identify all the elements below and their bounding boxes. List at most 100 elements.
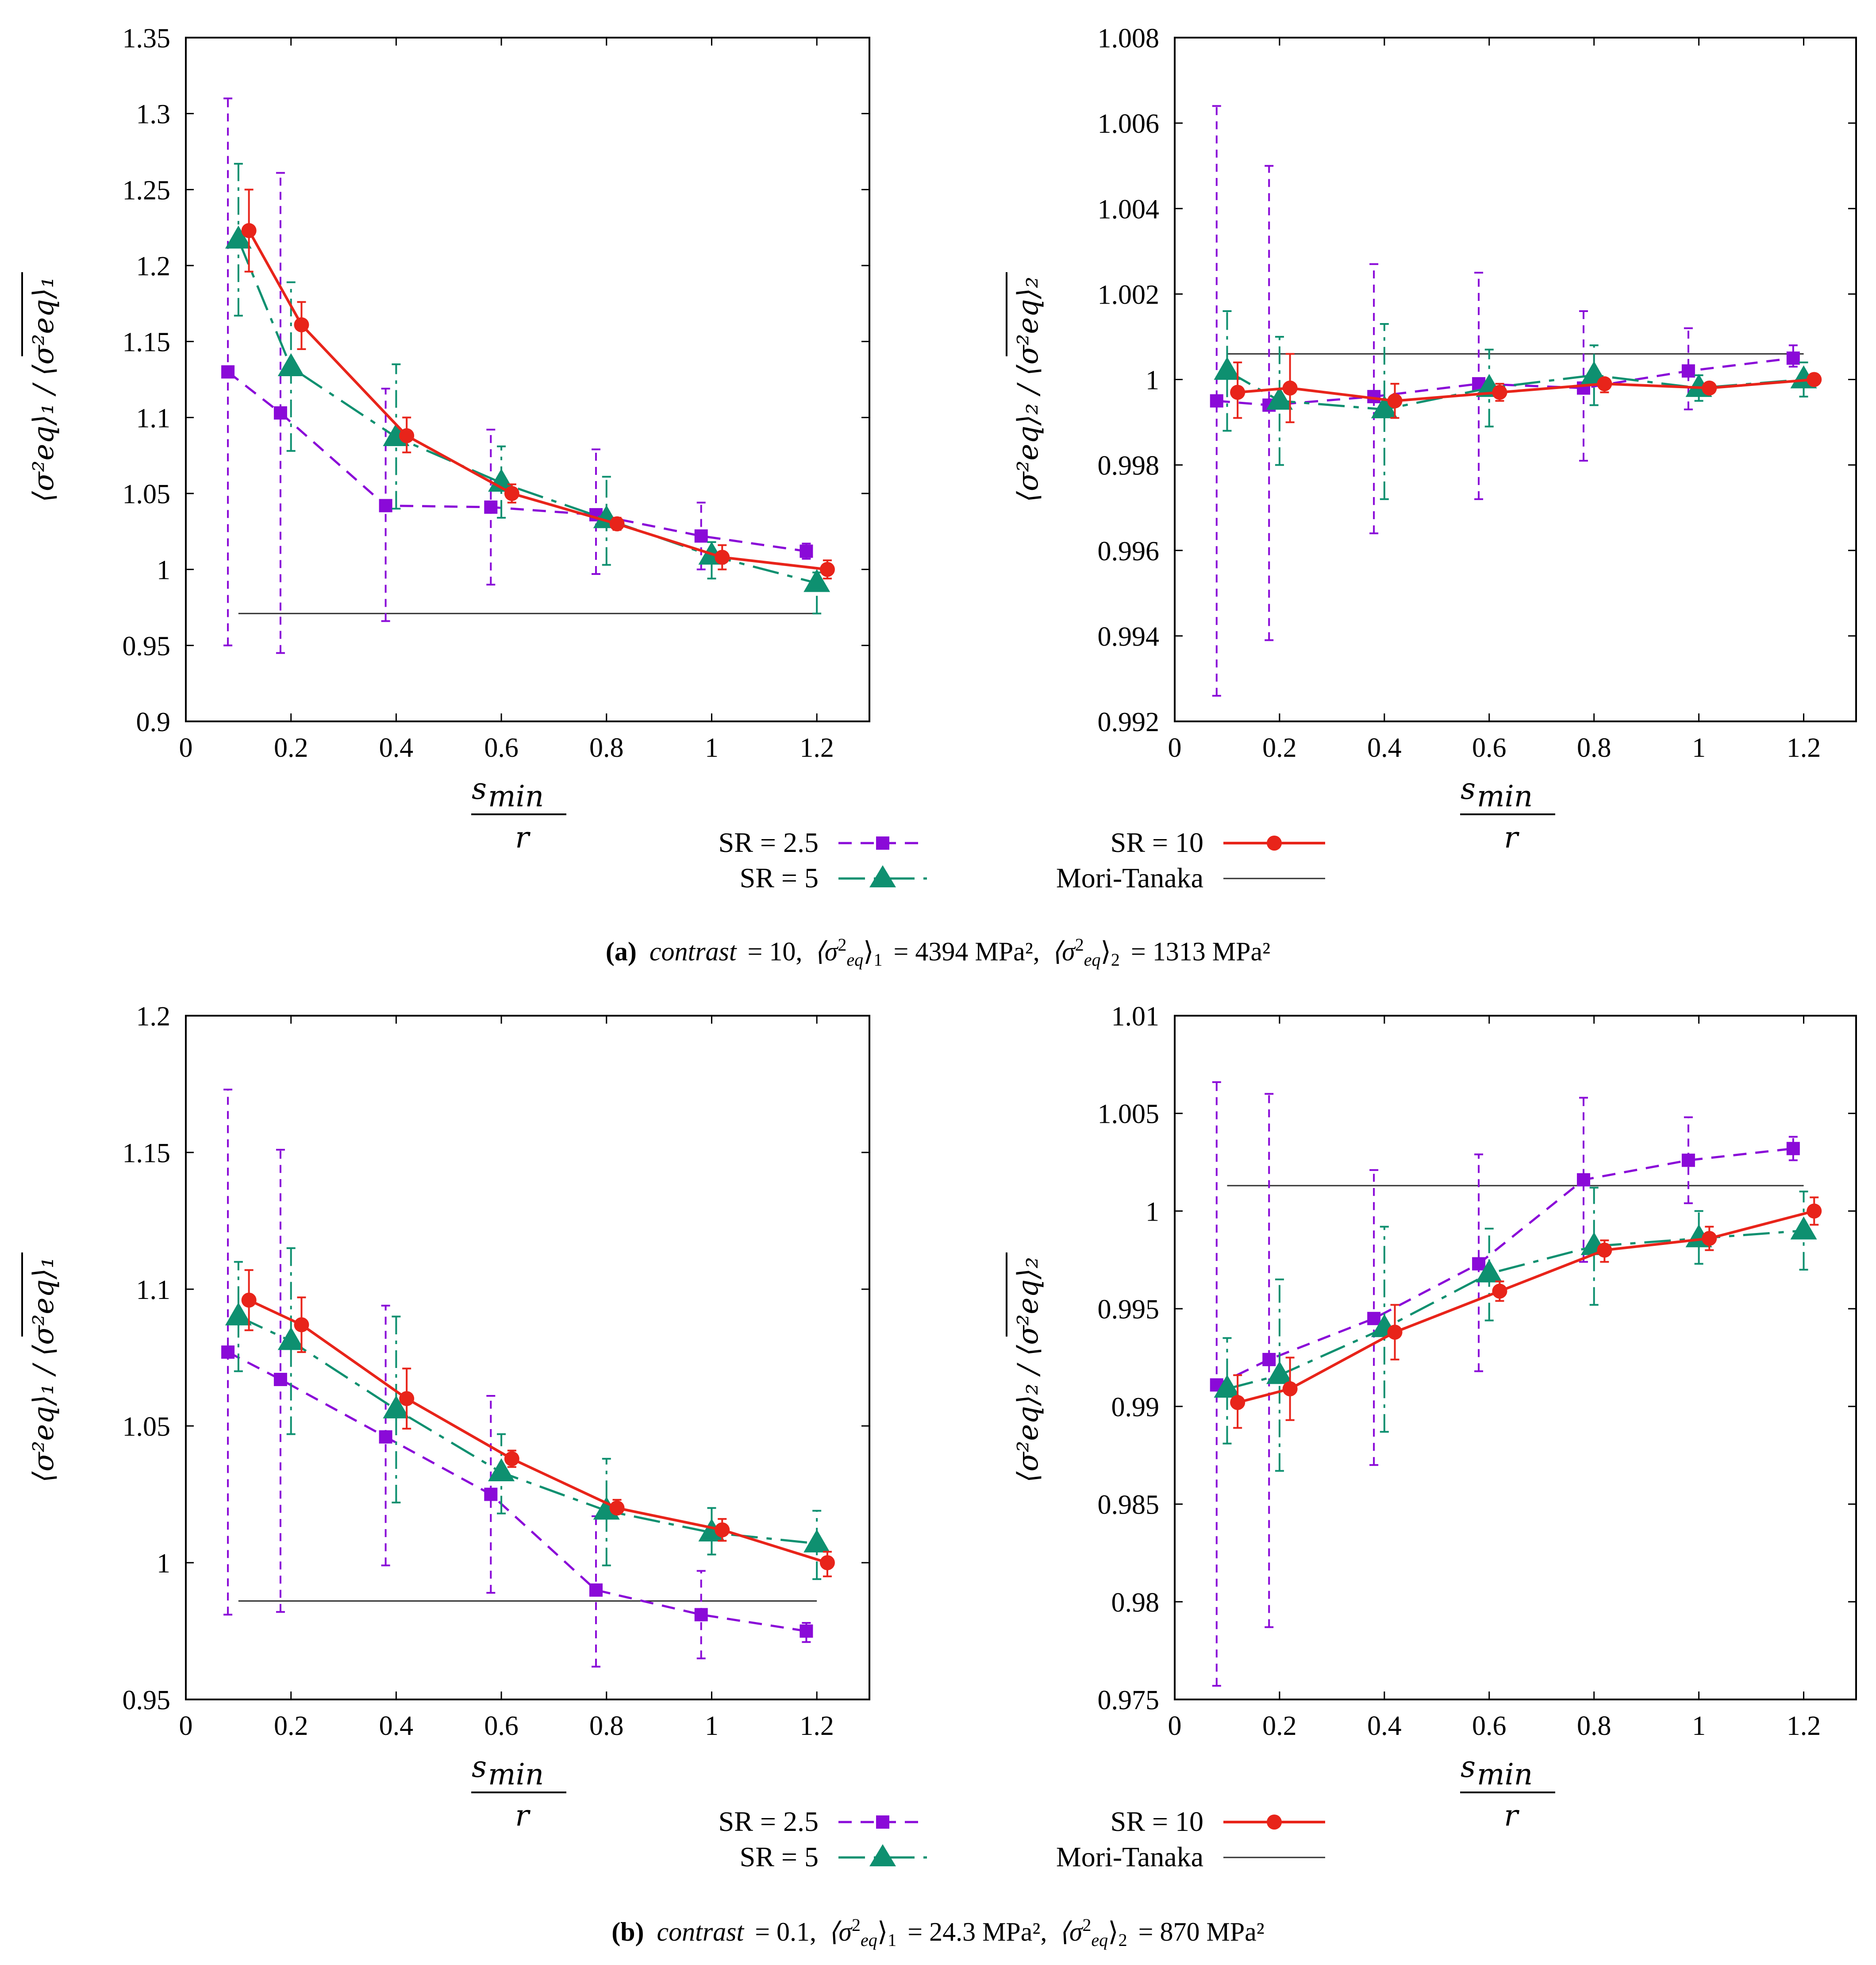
data-point — [1214, 357, 1241, 380]
y-tick-label: 1.15 — [123, 328, 171, 358]
x-axis-label-b-right: s min r — [1460, 1750, 1555, 1833]
data-point — [1230, 1395, 1246, 1410]
data-point — [1472, 1257, 1486, 1271]
data-point — [379, 499, 392, 512]
legend-b: SR = 2.5 SR = 10 SR = 5 Mori-Tanaka — [719, 1806, 1325, 1873]
legend-label-sr10: SR = 10 — [1111, 1806, 1203, 1837]
data-point — [273, 406, 287, 420]
caption-b-contrast-value: = 0.1, — [755, 1917, 816, 1946]
plot-frame — [1174, 1015, 1857, 1700]
y-tick-label: 0.998 — [1098, 451, 1160, 481]
legend-label-sr5: SR = 5 — [740, 1841, 819, 1873]
svg-text:min: min — [488, 1757, 544, 1792]
x-tick-label: 0.8 — [589, 733, 624, 763]
data-point — [221, 365, 235, 379]
data-point — [1476, 1259, 1503, 1283]
chart-b-right: 0 0.2 0.4 0.6 0.8 1 1.2 0.975 0.98 0.985 0.99 0.995… — [1098, 1002, 1857, 1741]
data-point — [1266, 1361, 1293, 1384]
y-tick-label: 1.2 — [136, 1002, 171, 1032]
caption-a-contrast-word: contrast — [650, 937, 737, 966]
y-tick-label: 0.95 — [123, 1685, 171, 1715]
svg-text:r: r — [1504, 1799, 1519, 1833]
data-point — [1492, 385, 1507, 400]
y-tick-label: 1 — [157, 1549, 170, 1579]
x-tick-label: 1.2 — [800, 733, 834, 763]
data-point — [1387, 1325, 1403, 1340]
plot-frame — [185, 37, 870, 722]
svg-text:min: min — [1477, 779, 1533, 813]
svg-text:⟨σ²eq⟩₂ / ⟨σ²eq⟩₂: ⟨σ²eq⟩₂ / ⟨σ²eq⟩₂ — [1012, 1257, 1045, 1483]
data-point — [694, 1608, 708, 1622]
y-axis-label-a-left: ⟨σ²eq⟩₁ / ⟨σ²eq⟩₁ — [21, 272, 60, 502]
data-point — [294, 1317, 309, 1333]
y-tick-label: 0.994 — [1098, 622, 1160, 652]
y-tick-label: 1.05 — [123, 1412, 171, 1442]
y-tick-label: 1.1 — [136, 1275, 171, 1305]
y-axis-label-a-right: ⟨σ²eq⟩₂ / ⟨σ²eq⟩₂ — [1006, 272, 1045, 502]
legend-label-mt: Mori-Tanaka — [1056, 862, 1203, 894]
x-tick-label: 0.6 — [484, 1711, 519, 1741]
data-point — [294, 317, 309, 332]
data-point — [1210, 394, 1223, 408]
svg-text:s: s — [1461, 1750, 1476, 1784]
y-tick-label: 0.996 — [1098, 536, 1160, 566]
data-point — [803, 569, 830, 592]
y-tick-label: 1.004 — [1098, 194, 1160, 224]
caption-a-mean1: = 4394 MPa², — [894, 937, 1040, 966]
x-tick-label: 0.6 — [1472, 733, 1507, 763]
chart-a-left: 0 0.2 0.4 0.6 0.8 1 1.2 0.9 0.95 1 1.05 1.1 1.15 1.2 1… — [123, 23, 870, 763]
data-point — [399, 1391, 415, 1406]
data-point — [1597, 376, 1612, 392]
x-tick-label: 0 — [179, 1711, 193, 1741]
svg-text:s: s — [472, 772, 487, 806]
chart-b-left: 0 0.2 0.4 0.6 0.8 1 1.2 0.95 1 1.05 1.1 1.15 1.2 — [123, 1002, 870, 1741]
data-point — [484, 1487, 498, 1501]
x-tick-label: 0.2 — [1262, 1711, 1297, 1741]
data-point — [609, 516, 625, 532]
x-tick-label: 0 — [1168, 733, 1182, 763]
y-tick-label: 1.05 — [123, 479, 171, 509]
svg-text:s: s — [472, 1750, 487, 1784]
x-tick-label: 1.2 — [1787, 1711, 1821, 1741]
data-point — [241, 223, 257, 239]
data-point — [609, 1500, 625, 1516]
data-point — [1282, 1381, 1298, 1397]
y-tick-label: 1.2 — [136, 251, 171, 281]
svg-text:s: s — [1461, 772, 1476, 806]
data-point — [715, 550, 730, 565]
data-point — [819, 1555, 835, 1570]
series-sr10 — [1230, 1196, 1822, 1429]
data-point — [1367, 1312, 1381, 1325]
data-point — [484, 500, 498, 514]
y-tick-label: 1.3 — [136, 100, 171, 130]
data-point — [1786, 351, 1800, 365]
data-point — [221, 1345, 235, 1359]
data-point — [1387, 393, 1403, 408]
svg-text:⟨σ²eq⟩₂ / ⟨σ²eq⟩₂: ⟨σ²eq⟩₂ / ⟨σ²eq⟩₂ — [1012, 277, 1045, 502]
series-sr5 — [1214, 1187, 1817, 1472]
y-tick-label: 0.995 — [1098, 1295, 1160, 1325]
x-tick-label: 1.2 — [1787, 733, 1821, 763]
legend-label-sr25: SR = 2.5 — [719, 827, 819, 858]
svg-text:min: min — [1477, 1757, 1533, 1792]
caption-b-tag: (b) — [611, 1917, 644, 1946]
caption-b-contrast-word: contrast — [657, 1917, 745, 1946]
x-tick-label: 0 — [179, 733, 193, 763]
data-point — [273, 1372, 287, 1386]
y-tick-label: 0.9 — [136, 707, 171, 737]
svg-text:r: r — [515, 821, 531, 855]
data-point — [1807, 1203, 1822, 1219]
legend-swatch-sr25 — [838, 1815, 927, 1829]
y-tick-label: 0.985 — [1098, 1490, 1160, 1520]
y-tick-label: 1.35 — [123, 23, 171, 54]
legend-swatch-sr10 — [1223, 836, 1325, 851]
data-point — [225, 1302, 252, 1325]
svg-text:r: r — [515, 1799, 531, 1833]
y-tick-label: 1.002 — [1098, 280, 1160, 310]
y-tick-label: 1 — [157, 555, 170, 586]
series-sr25 — [221, 97, 813, 654]
series-sr25 — [1210, 1081, 1800, 1687]
legend-label-sr5: SR = 5 — [740, 862, 819, 894]
data-point — [1702, 380, 1717, 396]
data-point — [1597, 1242, 1612, 1258]
